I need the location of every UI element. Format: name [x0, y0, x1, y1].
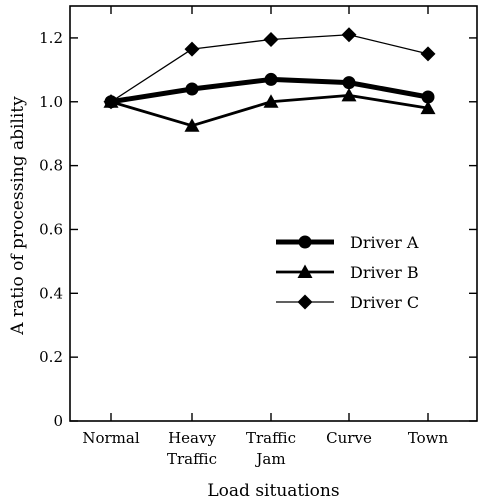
y-tick-label: 1.0 [39, 93, 63, 111]
x-tick-label: Traffic [167, 450, 217, 468]
legend-item: Driver C [276, 293, 419, 312]
x-tick-label: Heavy [168, 429, 216, 447]
legend-item: Driver B [276, 263, 419, 282]
legend-item: Driver A [276, 233, 419, 252]
data-point [421, 90, 435, 104]
y-tick-label: 1.2 [39, 29, 63, 47]
y-tick-label: 0.6 [39, 220, 63, 238]
x-axis-title: Load situations [207, 481, 339, 501]
series-driver-a [104, 72, 435, 109]
legend-label: Driver C [350, 293, 419, 312]
legend-marker [298, 235, 312, 249]
y-tick-label: 0.8 [39, 157, 63, 175]
data-point [341, 27, 357, 43]
y-tick-label: 0.4 [39, 284, 63, 302]
data-point [420, 46, 436, 62]
data-point [341, 87, 357, 102]
data-point [420, 100, 436, 115]
y-tick-label: 0 [53, 412, 63, 430]
x-tick-label: Traffic [246, 429, 296, 447]
y-tick-label: 0.2 [39, 348, 63, 366]
plot-border [69, 5, 478, 422]
data-point [264, 72, 278, 86]
legend-marker [297, 264, 313, 278]
data-point [185, 82, 199, 96]
legend-marker [297, 294, 313, 310]
data-point [104, 95, 118, 109]
x-tick-label: Curve [326, 429, 372, 447]
legend-label: Driver A [350, 233, 419, 252]
series-layer [103, 27, 436, 132]
x-axis-ticks: Normal Heavy Traffic Traffic Jam Curve Town [82, 6, 449, 468]
x-tick-label: Jam [254, 450, 285, 468]
x-tick-label: Town [408, 429, 449, 447]
data-point [263, 94, 279, 108]
legend-label: Driver B [350, 263, 419, 282]
data-point [184, 41, 200, 57]
plot-frame [69, 5, 478, 422]
data-point [263, 32, 279, 48]
legend: Driver A Driver B Driver C [276, 233, 419, 312]
x-tick-label: Normal [82, 429, 139, 447]
y-axis-title: A ratio of processing ability [8, 96, 28, 336]
data-point [342, 76, 356, 90]
data-point [184, 118, 200, 132]
y-axis-ticks: 0 0.2 0.4 0.6 0.8 1.0 1.2 [39, 29, 477, 430]
